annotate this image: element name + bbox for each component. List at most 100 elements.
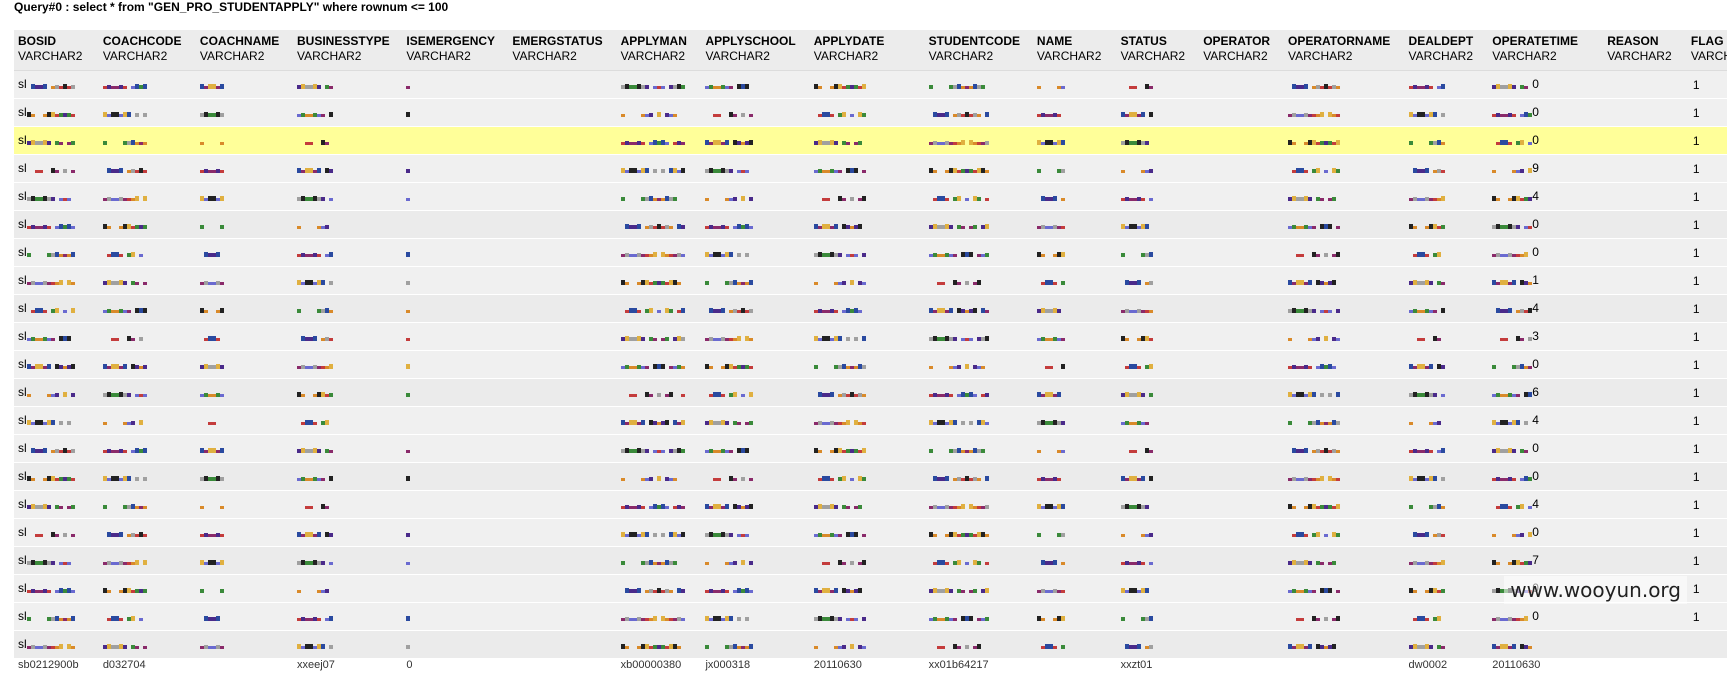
cell-name[interactable]: [1032, 406, 1117, 435]
cell-operator[interactable]: [1199, 350, 1284, 379]
cell-dealdept[interactable]: [1404, 182, 1489, 211]
cell-status[interactable]: xxzt01: [1116, 658, 1200, 674]
cell-studentcode[interactable]: [924, 350, 1033, 379]
cell-studentcode[interactable]: [924, 238, 1033, 267]
cell-status[interactable]: [1116, 574, 1200, 603]
cell-applyschool[interactable]: [701, 322, 810, 351]
cell-applyman[interactable]: [616, 70, 702, 99]
cell-dealdept[interactable]: [1404, 98, 1489, 127]
cell-coachname[interactable]: [195, 490, 293, 519]
cell-flag[interactable]: 1: [1686, 490, 1727, 519]
cell-flag[interactable]: 1: [1686, 322, 1727, 351]
cell-reason[interactable]: [1603, 154, 1687, 183]
cell-dealdept[interactable]: [1404, 602, 1489, 631]
cell-bosid[interactable]: sl: [14, 266, 99, 295]
cell-operator[interactable]: [1199, 378, 1284, 407]
cell-isemergency[interactable]: [402, 406, 509, 435]
cell-operatorname[interactable]: [1284, 350, 1405, 379]
cell-applyschool[interactable]: [701, 406, 810, 435]
cell-businesstype[interactable]: [293, 266, 403, 295]
cell-dealdept[interactable]: [1404, 462, 1489, 491]
cell-isemergency[interactable]: [402, 182, 509, 211]
cell-dealdept[interactable]: [1404, 378, 1489, 407]
cell-name[interactable]: [1032, 630, 1117, 659]
cell-status[interactable]: [1116, 98, 1200, 127]
cell-operatorname[interactable]: [1284, 154, 1405, 183]
cell-applyman[interactable]: [616, 266, 702, 295]
cell-reason[interactable]: [1603, 70, 1687, 99]
table-row[interactable]: sl 3 1: [14, 322, 1727, 351]
cell-emergstatus[interactable]: [508, 378, 617, 407]
cell-coachcode[interactable]: [98, 126, 196, 155]
column-header-applydate[interactable]: APPLYDATE VARCHAR2: [809, 30, 925, 71]
cell-operatetime[interactable]: 0: [1488, 350, 1604, 379]
cell-status[interactable]: [1116, 182, 1200, 211]
table-row[interactable]: sb0212900b d032704 xxeej07 0 xb00000380 jx000…: [14, 658, 1727, 674]
cell-coachcode[interactable]: [98, 406, 196, 435]
cell-operatetime[interactable]: 4: [1488, 490, 1604, 519]
cell-coachname[interactable]: [195, 434, 293, 463]
cell-flag[interactable]: 1: [1686, 462, 1727, 491]
cell-applydate[interactable]: [809, 294, 925, 323]
column-header-operator[interactable]: OPERATOR VARCHAR2: [1199, 30, 1284, 71]
cell-operatorname[interactable]: [1284, 434, 1405, 463]
cell-studentcode[interactable]: [924, 98, 1033, 127]
cell-businesstype[interactable]: [293, 462, 403, 491]
cell-flag[interactable]: 1: [1686, 574, 1727, 603]
cell-applydate[interactable]: [809, 518, 925, 547]
cell-businesstype[interactable]: [293, 210, 403, 239]
cell-applyschool[interactable]: [701, 630, 810, 659]
cell-isemergency[interactable]: [402, 574, 509, 603]
cell-bosid[interactable]: sl: [14, 518, 99, 547]
cell-emergstatus[interactable]: [508, 266, 617, 295]
cell-coachname[interactable]: [195, 350, 293, 379]
cell-coachname[interactable]: [195, 238, 293, 267]
cell-operatetime[interactable]: 6: [1488, 378, 1604, 407]
cell-coachcode[interactable]: [98, 294, 196, 323]
cell-flag[interactable]: 1: [1686, 378, 1727, 407]
cell-applyschool[interactable]: [701, 602, 810, 631]
cell-operatorname[interactable]: [1284, 658, 1405, 674]
cell-operatorname[interactable]: [1284, 462, 1405, 491]
cell-dealdept[interactable]: [1404, 70, 1489, 99]
cell-businesstype[interactable]: [293, 434, 403, 463]
cell-businesstype[interactable]: [293, 490, 403, 519]
cell-applyschool[interactable]: [701, 518, 810, 547]
cell-flag[interactable]: 1: [1686, 602, 1727, 631]
cell-isemergency[interactable]: [402, 630, 509, 659]
cell-coachname[interactable]: [195, 574, 293, 603]
cell-emergstatus[interactable]: [508, 490, 617, 519]
cell-operator[interactable]: [1199, 434, 1284, 463]
cell-businesstype[interactable]: [293, 574, 403, 603]
cell-applydate[interactable]: [809, 182, 925, 211]
cell-dealdept[interactable]: [1404, 154, 1489, 183]
cell-dealdept[interactable]: [1404, 630, 1489, 659]
cell-studentcode[interactable]: [924, 630, 1033, 659]
column-header-flag[interactable]: FLAGVARCHAR2: [1686, 30, 1727, 71]
cell-reason[interactable]: [1603, 434, 1687, 463]
cell-bosid[interactable]: sl: [14, 322, 99, 351]
cell-coachname[interactable]: [195, 602, 293, 631]
cell-status[interactable]: [1116, 294, 1200, 323]
cell-operatetime[interactable]: 0: [1488, 602, 1604, 631]
cell-emergstatus[interactable]: [508, 98, 617, 127]
cell-operatetime[interactable]: 3: [1488, 322, 1604, 351]
cell-applyman[interactable]: [616, 182, 702, 211]
cell-flag[interactable]: 1: [1686, 546, 1727, 575]
cell-studentcode[interactable]: [924, 266, 1033, 295]
column-header-reason[interactable]: REASON VARCHAR2: [1603, 30, 1687, 71]
cell-isemergency[interactable]: [402, 434, 509, 463]
cell-reason[interactable]: [1603, 546, 1687, 575]
cell-reason[interactable]: [1603, 210, 1687, 239]
cell-isemergency[interactable]: [402, 266, 509, 295]
cell-bosid[interactable]: sl: [14, 126, 99, 155]
cell-reason[interactable]: [1603, 518, 1687, 547]
cell-applyman[interactable]: xb00000380: [616, 658, 702, 674]
cell-reason[interactable]: [1603, 630, 1687, 659]
cell-applydate[interactable]: [809, 490, 925, 519]
table-row[interactable]: sl 0 1: [14, 126, 1727, 155]
cell-coachname[interactable]: [195, 154, 293, 183]
cell-operator[interactable]: [1199, 658, 1284, 674]
cell-emergstatus[interactable]: [508, 70, 617, 99]
cell-isemergency[interactable]: [402, 294, 509, 323]
